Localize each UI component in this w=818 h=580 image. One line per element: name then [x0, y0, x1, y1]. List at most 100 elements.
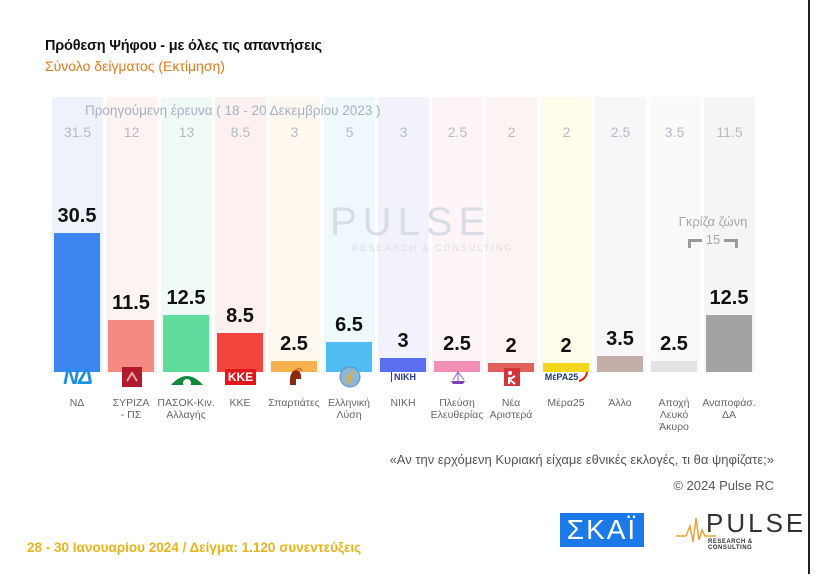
- category-label-line: Ελληνική: [327, 397, 370, 409]
- pasok-logo-icon: [161, 366, 212, 388]
- bar-value-label: 12.5: [709, 287, 749, 309]
- category-label-line: Ελευθερίας: [430, 409, 484, 421]
- category-label: ΚΚΕ: [211, 397, 269, 409]
- category-label-line: Πλεύση: [439, 397, 475, 409]
- bracket-left-icon: [687, 239, 702, 248]
- bar-value-label: 2: [505, 335, 517, 357]
- mera25-logo-text: ΜέΡΑ25: [544, 372, 579, 382]
- category-label-line: Αναποφάσ.: [702, 397, 756, 409]
- bar-value-label: 2.5: [280, 333, 308, 355]
- category-label: Πλεύση Ελευθερίας: [428, 397, 486, 421]
- previous-value: 2.5: [610, 124, 631, 140]
- category-label: ΠΑΣΟΚ-Κιν. Αλλαγής: [157, 397, 215, 421]
- column-background: [215, 97, 266, 372]
- category-label-line: Αλλαγής: [166, 409, 206, 421]
- plefsi-logo-icon: [432, 366, 483, 388]
- anapofasistoi-logo-icon: [704, 366, 755, 388]
- category-label-line: Σπαρτιάτες: [268, 397, 320, 409]
- bar-value-label: 12.5: [166, 287, 206, 309]
- previous-value: 31.5: [63, 124, 92, 140]
- category-label-line: Λύση: [336, 409, 362, 421]
- column-background: [649, 97, 700, 372]
- niki-logo-text: ΝΙΚΗ: [391, 372, 416, 382]
- copyright: © 2024 Pulse RC: [673, 478, 774, 493]
- nd-logo-icon: ΝΔ: [52, 364, 103, 389]
- previous-value: 8.5: [230, 124, 251, 140]
- category-label: Αναποφάσ. ΔΑ: [700, 397, 758, 421]
- category-label-line: Λευκό: [659, 409, 689, 421]
- pulse-logo: PULSE RESEARCH & CONSULTING: [676, 508, 803, 551]
- bar: [651, 361, 697, 372]
- pulse-watermark: PULSE RESEARCH & CONSULTING: [330, 200, 513, 253]
- mera25-logo-icon: ΜέΡΑ25: [541, 366, 592, 388]
- previous-value: 2: [507, 124, 516, 140]
- category-label: Μέρα25: [537, 397, 595, 409]
- category-label: Αποχή Λευκό Άκυρο: [645, 397, 703, 433]
- category-label-line: ΣΥΡΙΖΑ: [112, 397, 150, 409]
- survey-question: «Αν την ερχόμενη Κυριακή είχαμε εθνικές …: [389, 452, 774, 467]
- column-background: [541, 97, 592, 372]
- category-label-line: ΔΑ: [721, 409, 737, 421]
- gray-zone-bracket: 15: [663, 232, 763, 248]
- bar: [434, 361, 480, 372]
- watermark-text: PULSE: [330, 200, 492, 244]
- column-background: [269, 97, 320, 372]
- column-background: [432, 97, 483, 372]
- category-label-line: Αριστερά: [489, 409, 533, 421]
- footer-date-sample: 28 - 30 Ιανουαρίου 2024 / Δείγμα: 1.120 …: [27, 540, 362, 555]
- category-label: ΝΙΚΗ: [374, 397, 432, 409]
- bar: [217, 333, 263, 372]
- column-background: [486, 97, 537, 372]
- bar-value-label: 8.5: [226, 305, 254, 327]
- gray-zone-label: Γκρίζα ζώνη: [678, 214, 748, 229]
- bar: [271, 361, 317, 372]
- previous-value: 2: [562, 124, 571, 140]
- previous-value: 3: [399, 124, 408, 140]
- bar-value-label: 3.5: [606, 328, 634, 350]
- column-background: [378, 97, 429, 372]
- right-border-line: [808, 0, 810, 574]
- column-background: [324, 97, 375, 372]
- syriza-logo-icon: [106, 366, 157, 388]
- category-label-line: Άλλο: [608, 397, 632, 409]
- category-label-line: ΝΙΚΗ: [390, 397, 416, 409]
- bar: [54, 233, 100, 372]
- spartiates-logo-icon: [269, 366, 320, 388]
- pulse-logo-text: PULSE: [706, 508, 807, 538]
- bar-value-label: 2: [560, 335, 572, 357]
- bar-value-label: 6.5: [335, 314, 363, 336]
- bar: [706, 315, 752, 372]
- bar-value-label: 2.5: [660, 333, 688, 355]
- category-label-line: ΝΔ: [69, 397, 85, 409]
- previous-value: 3: [290, 124, 299, 140]
- bar-value-label: 11.5: [112, 292, 150, 314]
- category-label-line: Αποχή: [658, 397, 690, 409]
- category-label-line: - ΠΣ: [120, 409, 142, 421]
- kke-logo-text: ΚΚΕ: [224, 369, 257, 385]
- bar: [163, 315, 209, 372]
- previous-value: 12: [123, 124, 140, 140]
- category-label: Ελληνική Λύση: [320, 397, 378, 421]
- category-label: ΝΔ: [48, 397, 106, 409]
- bar: [543, 363, 589, 372]
- previous-value: 5: [345, 124, 354, 140]
- bracket-right-icon: [724, 239, 739, 248]
- category-label: Άλλο: [591, 397, 649, 409]
- previous-value: 13: [178, 124, 195, 140]
- chart-subtitle: Σύνολο δείγματος (Εκτίμηση): [45, 58, 225, 74]
- previous-value: 3.5: [664, 124, 685, 140]
- pulse-logo-subtext: RESEARCH & CONSULTING: [708, 539, 753, 551]
- pulse-heartbeat-icon: [676, 517, 716, 543]
- bar-value-label: 30.5: [57, 205, 97, 227]
- previous-survey-label: Προηγούμενη έρευνα ( 18 - 20 Δεκεμβρίου …: [85, 103, 381, 118]
- previous-value: 2.5: [447, 124, 468, 140]
- category-label: ΣΥΡΙΖΑ - ΠΣ: [102, 397, 160, 421]
- kke-logo-icon: ΚΚΕ: [215, 366, 266, 388]
- category-label-line: Μέρα25: [547, 397, 585, 409]
- chart-title: Πρόθεση Ψήφου - με όλες τις απαντήσεις: [45, 38, 322, 54]
- nd-logo-text: ΝΔ: [63, 364, 93, 389]
- watermark-subtext: RESEARCH & CONSULTING: [352, 243, 514, 253]
- nea-aristera-logo-icon: [486, 366, 537, 388]
- category-label-line: ΚΚΕ: [229, 397, 251, 409]
- bar: [380, 358, 426, 372]
